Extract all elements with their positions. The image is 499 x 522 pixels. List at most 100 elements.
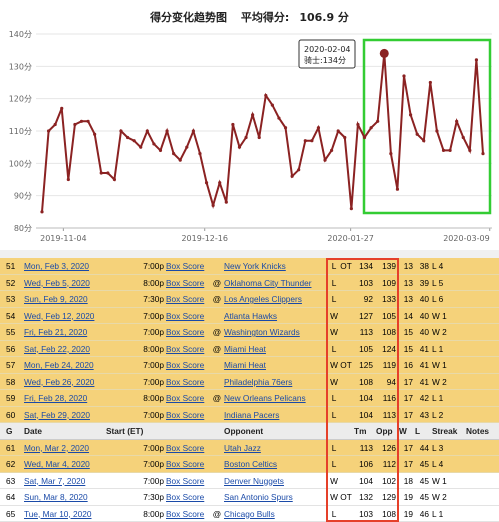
data-point[interactable] (343, 135, 347, 140)
header-l[interactable]: L (415, 426, 421, 436)
box-score-link[interactable]: Box Score (166, 343, 205, 354)
data-point[interactable] (270, 103, 274, 107)
data-point[interactable] (369, 126, 373, 130)
data-point[interactable] (185, 145, 189, 149)
game-date-link[interactable]: Sun, Feb 9, 2020 (24, 294, 88, 304)
data-point[interactable] (336, 129, 340, 133)
box-score-link[interactable]: Box Score (166, 459, 205, 469)
opponent-link[interactable]: Oklahoma City Thunder (224, 277, 312, 288)
data-point[interactable] (297, 168, 301, 172)
data-point[interactable] (244, 135, 248, 140)
data-point[interactable] (112, 177, 117, 182)
data-point[interactable] (323, 158, 327, 162)
data-point[interactable] (60, 106, 64, 110)
data-point[interactable] (303, 139, 307, 143)
opponent-link[interactable]: Philadelphia 76ers (224, 376, 293, 387)
game-date-link[interactable]: Wed, Feb 5, 2020 (24, 277, 90, 288)
game-date-link[interactable]: Fri, Feb 28, 2020 (24, 393, 88, 403)
highlighted-data-point[interactable] (379, 48, 389, 58)
opponent-link[interactable]: Miami Heat (224, 360, 266, 370)
game-date-link[interactable]: Wed, Mar 4, 2020 (24, 459, 90, 469)
data-point[interactable] (389, 152, 393, 156)
data-point[interactable] (99, 171, 103, 175)
box-score-link[interactable]: Box Score (166, 360, 205, 370)
opponent-link[interactable]: Indiana Pacers (224, 409, 280, 420)
data-point[interactable] (139, 145, 143, 149)
data-point[interactable] (251, 113, 255, 117)
box-score-link[interactable]: Box Score (166, 261, 205, 271)
opponent-link[interactable]: Chicago Bulls (224, 508, 275, 519)
data-point[interactable] (152, 142, 156, 146)
data-point[interactable] (362, 135, 367, 140)
data-point[interactable] (132, 139, 136, 143)
data-point[interactable] (46, 129, 51, 133)
data-point[interactable] (435, 129, 439, 133)
data-point[interactable] (119, 129, 123, 133)
game-date-link[interactable]: Fri, Feb 21, 2020 (24, 327, 88, 337)
data-point[interactable] (178, 158, 182, 162)
opponent-link[interactable]: Atlanta Hawks (224, 310, 278, 321)
data-point[interactable] (158, 148, 163, 152)
data-point[interactable] (349, 207, 353, 211)
box-score-link[interactable]: Box Score (166, 277, 205, 288)
data-point[interactable] (455, 119, 459, 123)
data-point[interactable] (461, 135, 465, 140)
data-point[interactable] (165, 129, 169, 133)
box-score-link[interactable]: Box Score (166, 393, 205, 403)
data-point[interactable] (356, 122, 360, 127)
data-point[interactable] (73, 122, 77, 127)
box-score-link[interactable]: Box Score (166, 409, 205, 420)
data-point[interactable] (277, 116, 281, 120)
game-date-link[interactable]: Mon, Mar 2, 2020 (24, 442, 90, 453)
box-score-link[interactable]: Box Score (166, 376, 205, 387)
data-point[interactable] (211, 203, 215, 207)
data-point[interactable] (330, 148, 334, 152)
opponent-link[interactable]: Denver Nuggets (224, 475, 284, 486)
data-point[interactable] (66, 177, 70, 182)
data-point[interactable] (86, 119, 90, 123)
data-point[interactable] (231, 122, 235, 127)
game-date-link[interactable]: Sat, Mar 7, 2020 (24, 475, 86, 486)
data-point[interactable] (428, 80, 432, 85)
data-point[interactable] (204, 181, 209, 185)
data-point[interactable] (415, 132, 419, 136)
data-point[interactable] (310, 139, 314, 143)
opponent-link[interactable]: Washington Wizards (224, 327, 300, 337)
data-point[interactable] (264, 93, 268, 98)
header-date[interactable]: Date (24, 426, 42, 436)
header-opp[interactable]: Opp (376, 426, 393, 436)
box-score-link[interactable]: Box Score (166, 294, 205, 304)
data-point[interactable] (468, 148, 472, 152)
game-date-link[interactable]: Wed, Feb 26, 2020 (24, 376, 95, 387)
box-score-link[interactable]: Box Score (166, 442, 205, 453)
opponent-link[interactable]: Boston Celtics (224, 459, 278, 469)
game-date-link[interactable]: Mon, Feb 24, 2020 (24, 360, 94, 370)
game-date-link[interactable]: Wed, Feb 12, 2020 (24, 310, 95, 321)
data-point[interactable] (79, 119, 84, 123)
data-point[interactable] (224, 200, 228, 204)
opponent-link[interactable]: San Antonio Spurs (224, 492, 293, 502)
data-point[interactable] (441, 148, 446, 152)
game-date-link[interactable]: Sat, Feb 29, 2020 (24, 409, 90, 420)
header-start[interactable]: Start (ET) (106, 426, 144, 436)
data-point[interactable] (481, 152, 485, 156)
data-point[interactable] (198, 152, 202, 156)
data-point[interactable] (474, 58, 479, 62)
data-point[interactable] (40, 210, 44, 214)
opponent-link[interactable]: Los Angeles Clippers (224, 294, 302, 304)
box-score-link[interactable]: Box Score (166, 310, 205, 321)
data-point[interactable] (422, 139, 426, 143)
game-date-link[interactable]: Sat, Feb 22, 2020 (24, 343, 90, 354)
data-point[interactable] (395, 187, 400, 191)
opponent-link[interactable]: Miami Heat (224, 343, 266, 354)
header-tm[interactable]: Tm (354, 426, 367, 436)
header-streak[interactable]: Streak (432, 426, 458, 436)
data-point[interactable] (316, 126, 321, 130)
data-point[interactable] (257, 135, 261, 140)
box-score-link[interactable]: Box Score (166, 508, 205, 519)
opponent-link[interactable]: New York Knicks (224, 261, 286, 271)
game-date-link[interactable]: Mon, Feb 3, 2020 (24, 261, 90, 271)
data-point[interactable] (106, 171, 110, 175)
opponent-link[interactable]: New Orleans Pelicans (224, 393, 306, 403)
box-score-link[interactable]: Box Score (166, 492, 205, 502)
